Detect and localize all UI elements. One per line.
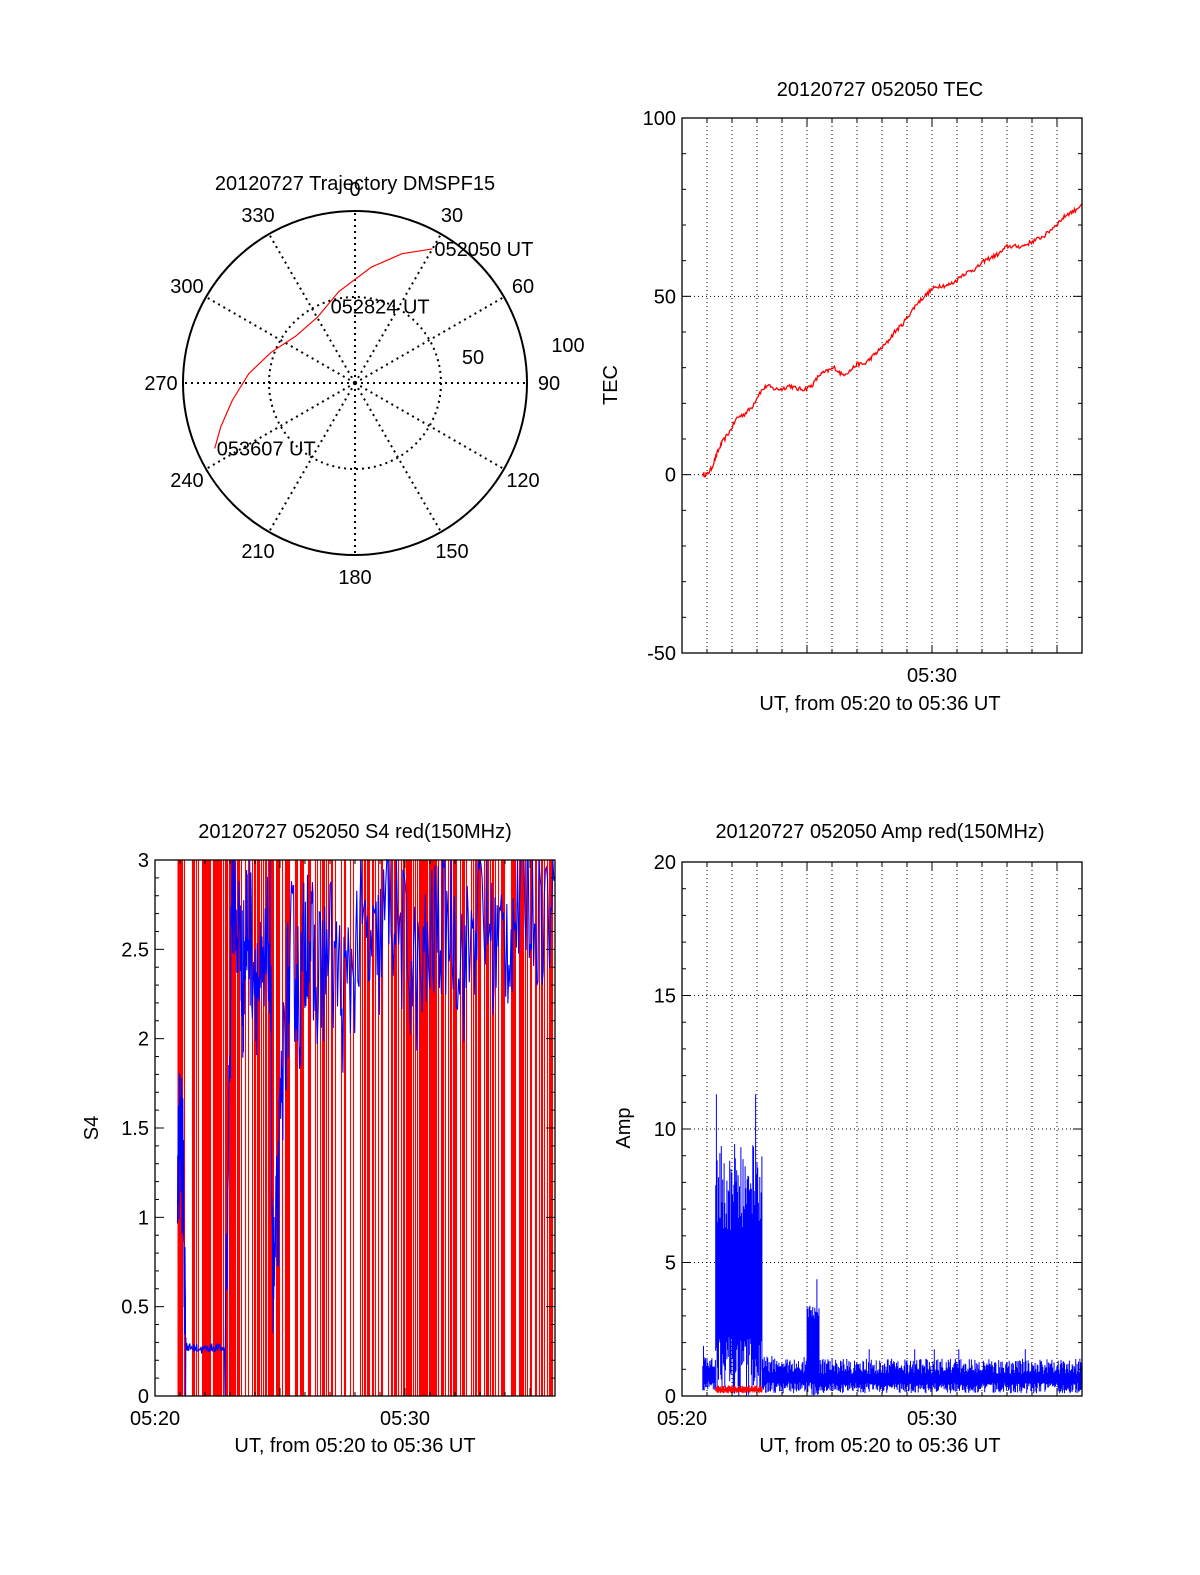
x-tick-label: 05:30: [907, 1408, 957, 1430]
angle-label-150: 150: [435, 541, 468, 563]
y-tick-label: 15: [654, 986, 676, 1008]
amp-y-axis-label: Amp: [613, 1107, 635, 1148]
tec-title: 20120727 052050 TEC: [777, 79, 983, 101]
s4-chart: 20120727 052050 S4 red(150MHz) 3 2.5 2 1.5 1…: [81, 821, 556, 1457]
x-tick-label: 05:30: [380, 1408, 430, 1430]
tec-grid: [682, 118, 1082, 653]
trajectory-title: 20120727 Trajectory DMSPF15: [215, 173, 495, 195]
polar-spoke-300: [205, 296, 356, 384]
y-tick-label: -50: [647, 643, 676, 665]
s4-x-axis-label: UT, from 05:20 to 05:36 UT: [234, 1435, 475, 1457]
angle-label-120: 120: [506, 470, 539, 492]
s4-title: 20120727 052050 S4 red(150MHz): [198, 821, 512, 843]
angle-label-0: 0: [349, 179, 360, 201]
angle-label-180: 180: [338, 567, 371, 589]
tec-y-axis-label: TEC: [600, 365, 622, 405]
y-tick-label: 1: [138, 1207, 149, 1229]
amp-red-trace: [715, 1385, 763, 1394]
angle-label-330: 330: [241, 205, 274, 227]
polar-spoke-120: [354, 382, 505, 470]
tec-chart: 20120727 052050 TEC 100 50 0 -50 05:30 UT, f…: [600, 79, 1083, 715]
y-tick-label: 0: [138, 1386, 149, 1408]
angle-label-90: 90: [538, 373, 560, 395]
radial-label-100: 100: [551, 335, 584, 357]
angle-label-30: 30: [441, 205, 463, 227]
angle-label-240: 240: [170, 470, 203, 492]
trajectory-line: [214, 248, 433, 449]
polar-spoke-330: [268, 233, 356, 384]
amp-x-axis-label: UT, from 05:20 to 05:36 UT: [759, 1435, 1000, 1457]
y-tick-label: 100: [643, 108, 676, 130]
trajectory-annotations: 052050 UT 052824 UT 053607 UT: [217, 239, 534, 460]
y-tick-label: 20: [654, 852, 676, 874]
y-tick-label: 2: [138, 1029, 149, 1051]
tec-x-axis-label: UT, from 05:20 to 05:36 UT: [759, 693, 1000, 715]
polar-spoke-60: [354, 296, 505, 384]
s4-y-axis-label: S4: [81, 1116, 103, 1140]
angle-label-300: 300: [170, 276, 203, 298]
y-tick-label: 2.5: [121, 939, 149, 961]
trajectory-time-label-2: 053607 UT: [217, 438, 316, 460]
polar-angle-labels: 0 30 60 90 120 150 180 210 240 270 300 330: [144, 179, 560, 589]
x-tick-label: 05:20: [130, 1408, 180, 1430]
trajectory-track: [214, 248, 433, 449]
amp-title: 20120727 052050 Amp red(150MHz): [715, 821, 1044, 843]
amp-ticks: 20 15 10 5 005:20 05:30: [654, 852, 1083, 1430]
y-tick-label: 5: [665, 1253, 676, 1275]
s4-blue-line: [176, 858, 555, 1397]
s4-series: [176, 858, 555, 1397]
amp-chart: 20120727 052050 Amp red(150MHz) 20 15 10 5 0…: [613, 821, 1083, 1457]
trajectory-time-label-0: 052050 UT: [434, 239, 533, 261]
polar-spoke-240: [205, 382, 356, 470]
y-tick-label: 50: [654, 286, 676, 308]
y-tick-label: 0.5: [121, 1297, 149, 1319]
angle-label-210: 210: [241, 541, 274, 563]
trajectory-polar-plot: 20120727 Trajectory DMSPF15 0 30 60 90 120 15…: [144, 173, 584, 589]
polar-outer-ring: [182, 210, 528, 556]
radial-label-50: 50: [462, 347, 484, 369]
y-tick-label: 10: [654, 1119, 676, 1141]
trajectory-time-label-1: 052824 UT: [331, 297, 430, 319]
x-tick-label: 05:20: [657, 1408, 707, 1430]
angle-label-270: 270: [144, 373, 177, 395]
y-tick-label: 1.5: [121, 1118, 149, 1140]
amp-series: [702, 1094, 1082, 1396]
y-tick-label: 3: [138, 850, 149, 872]
polar-spoke-210: [268, 382, 356, 533]
amp-blue-trace: [702, 1094, 1082, 1396]
polar-spoke-30: [354, 233, 442, 384]
tec-series: [702, 203, 1083, 478]
amp-grid: [682, 862, 1082, 1396]
s4-ticks: 3 2.5 2 1.5 1 0.5 005:20 05:30: [121, 850, 556, 1430]
polar-spoke-150: [354, 382, 442, 533]
polar-grid: [182, 210, 528, 556]
y-tick-label: 0: [665, 1386, 676, 1408]
x-tick-label: 05:30: [907, 665, 957, 687]
y-tick-label: 0: [665, 465, 676, 487]
tec-ticks: 100 50 0 -50 05:30: [643, 108, 1083, 687]
tec-line: [702, 203, 1083, 478]
angle-label-60: 60: [512, 276, 534, 298]
